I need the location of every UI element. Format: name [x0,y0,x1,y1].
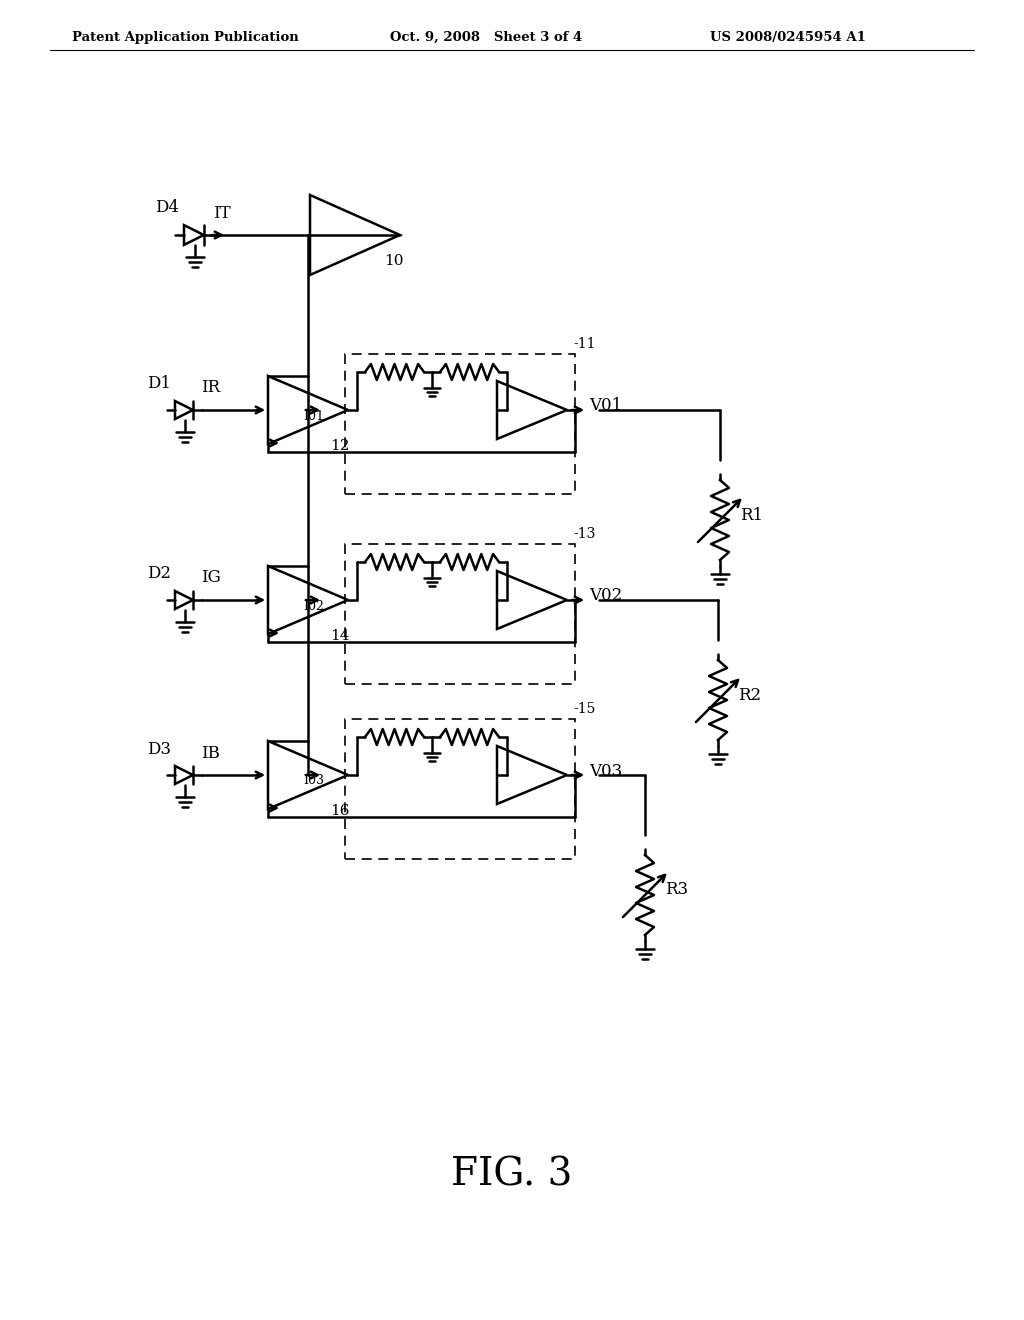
Text: 16: 16 [330,804,349,818]
Text: I01: I01 [303,409,324,422]
Text: V03: V03 [589,763,623,780]
Text: IR: IR [201,380,220,396]
Text: R2: R2 [738,686,761,704]
Text: V01: V01 [589,397,623,414]
Text: -11: -11 [573,337,596,351]
Text: FIG. 3: FIG. 3 [452,1156,572,1193]
Text: R1: R1 [740,507,763,524]
Text: -15: -15 [573,702,595,715]
Text: I02: I02 [303,599,324,612]
Text: -13: -13 [573,527,595,541]
Text: D4: D4 [155,198,179,215]
Text: IB: IB [201,744,220,762]
Text: IG: IG [201,569,221,586]
Text: Patent Application Publication: Patent Application Publication [72,30,299,44]
Text: IT: IT [213,205,230,222]
Text: D2: D2 [147,565,171,582]
Text: D1: D1 [147,375,171,392]
Text: V02: V02 [589,587,623,605]
Text: I03: I03 [303,775,324,788]
Text: R3: R3 [665,882,688,899]
Text: Oct. 9, 2008   Sheet 3 of 4: Oct. 9, 2008 Sheet 3 of 4 [390,30,583,44]
Text: 12: 12 [330,440,349,453]
Bar [345,354,575,494]
Text: 14: 14 [330,630,349,643]
Text: D3: D3 [147,741,171,758]
Bar [345,544,575,684]
Text: US 2008/0245954 A1: US 2008/0245954 A1 [710,30,866,44]
Text: 10: 10 [384,253,403,268]
Bar [345,719,575,859]
